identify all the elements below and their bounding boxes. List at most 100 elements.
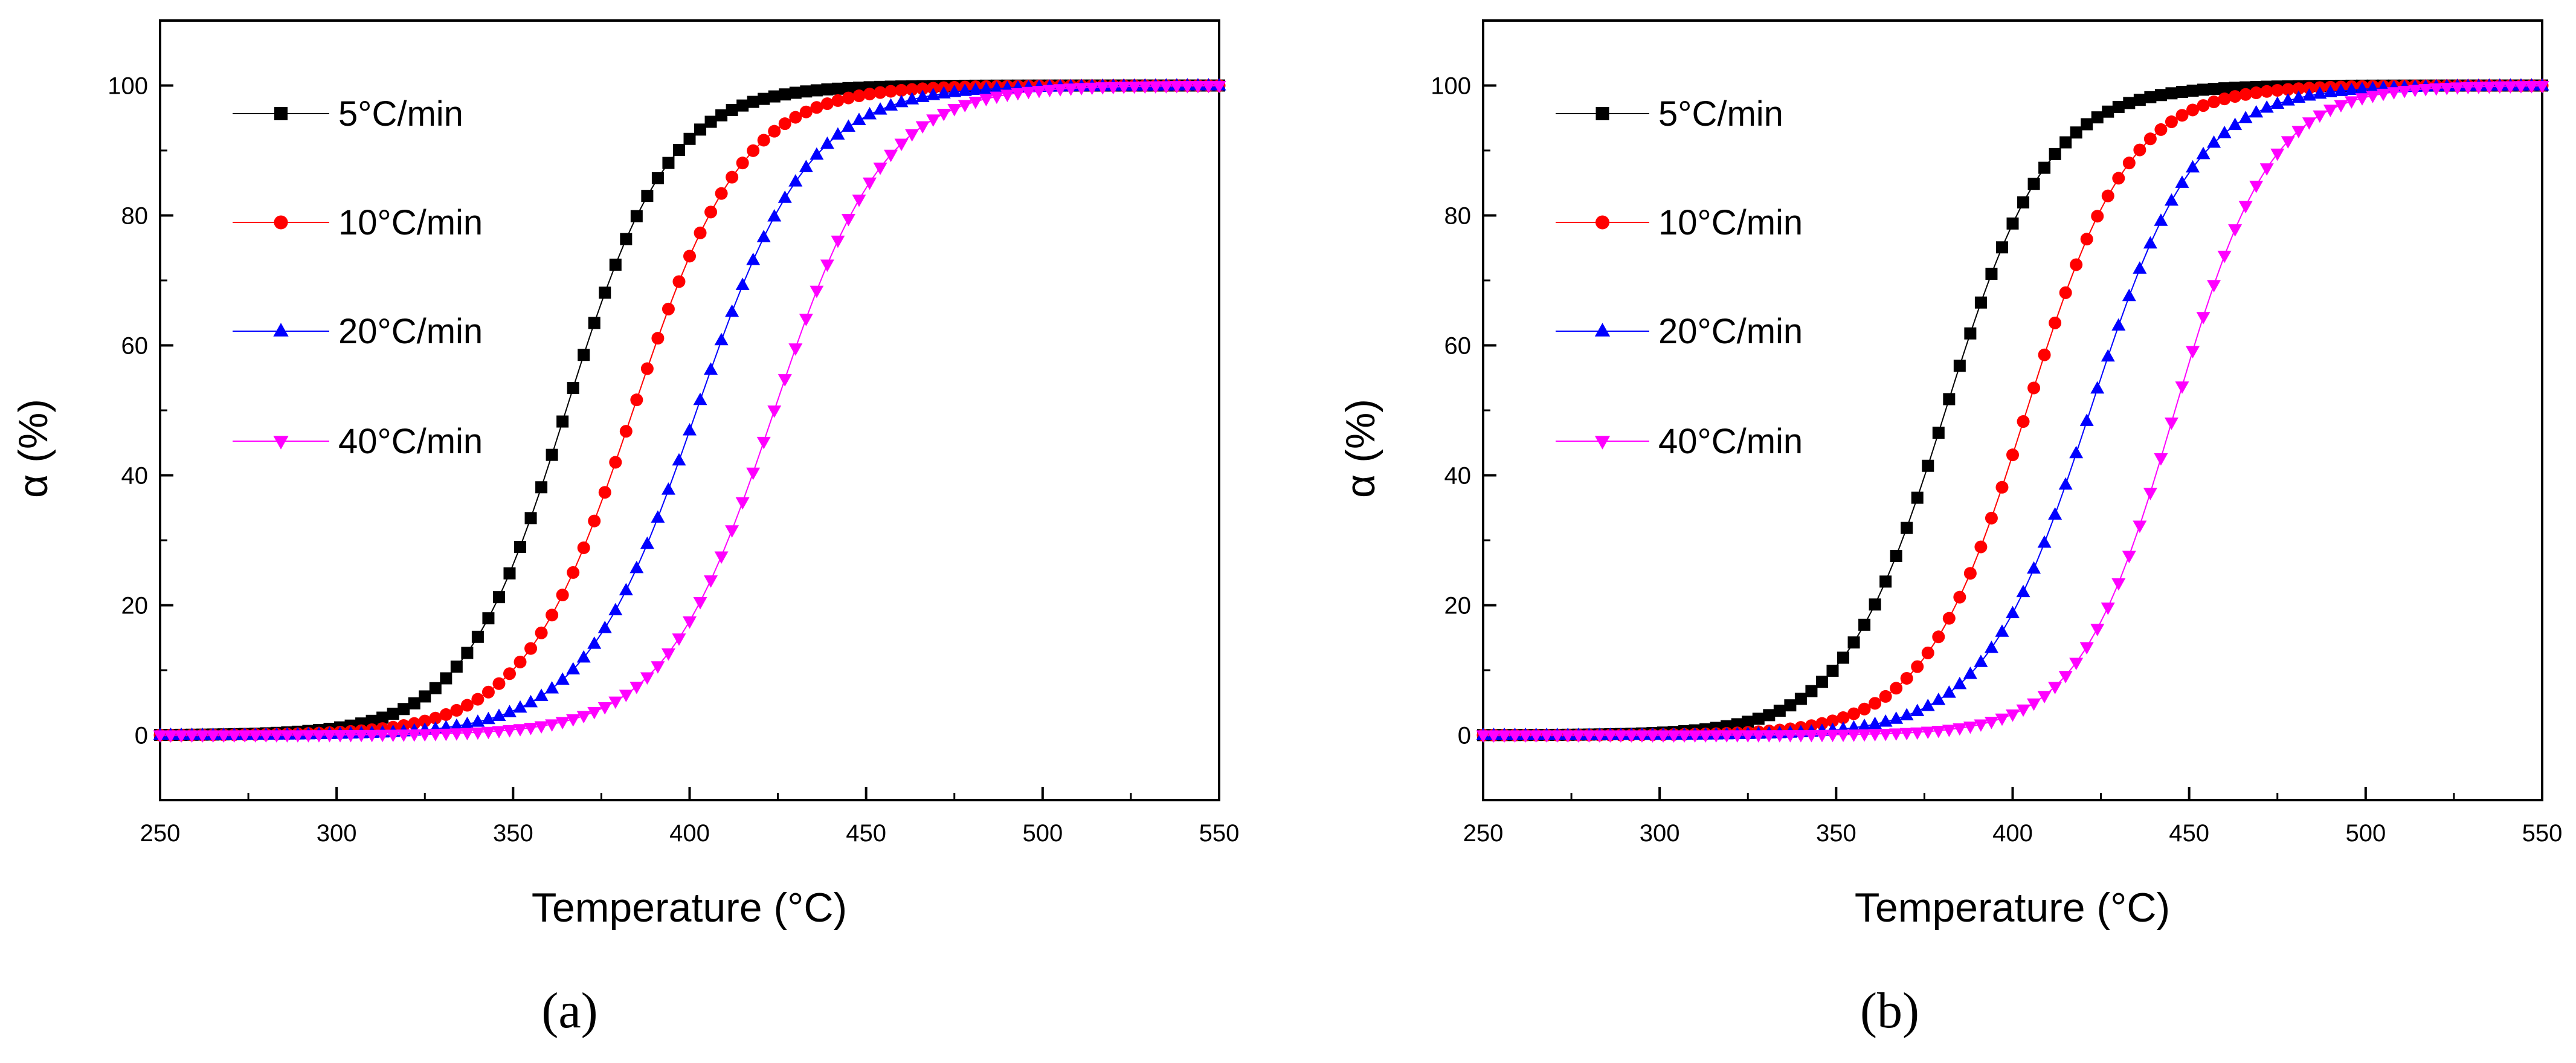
data-point (471, 630, 484, 643)
data-point (2270, 96, 2285, 109)
data-point (2439, 83, 2454, 95)
data-point (2133, 94, 2146, 106)
data-point (2006, 217, 2019, 230)
data-point (513, 700, 527, 713)
data-point (831, 127, 845, 140)
data-point (683, 132, 696, 145)
data-point (450, 703, 463, 717)
data-point (799, 105, 813, 118)
data-point (1953, 590, 1966, 604)
data-point (820, 259, 834, 272)
data-point (2291, 126, 2306, 138)
data-point (2069, 658, 2084, 670)
data-point (1476, 730, 1490, 743)
data-point (1752, 712, 1765, 725)
data-point (2101, 349, 2115, 362)
data-point (2123, 97, 2136, 109)
data-point (566, 714, 581, 727)
data-point (630, 393, 643, 407)
data-point (2418, 84, 2433, 97)
data-point (2461, 82, 2475, 95)
data-point (831, 82, 844, 95)
data-point (1869, 598, 1881, 611)
data-point (1974, 540, 1988, 554)
data-point (407, 729, 422, 742)
y-tick-label: 100 (1431, 73, 1471, 100)
data-point (630, 210, 643, 222)
data-point (2302, 88, 2316, 101)
series-layer (153, 78, 1226, 743)
data-point (2450, 82, 2465, 95)
data-point (672, 275, 686, 288)
data-point (863, 107, 877, 120)
data-point (726, 170, 739, 184)
data-point (694, 226, 707, 239)
data-point (1857, 719, 1872, 731)
data-point (620, 233, 633, 245)
data-point (958, 100, 972, 113)
data-point (2387, 87, 2401, 100)
data-point (1984, 717, 1998, 729)
data-point (1932, 630, 1945, 644)
data-point (1995, 480, 2009, 494)
data-point (418, 714, 431, 728)
data-point (1847, 729, 1861, 742)
data-point (1837, 651, 1850, 664)
series-line (159, 85, 1219, 736)
data-point (735, 277, 750, 290)
data-point (598, 486, 611, 499)
data-point (387, 708, 399, 720)
data-point (714, 332, 729, 346)
data-point (831, 235, 845, 248)
x-tick-label: 300 (317, 820, 357, 847)
data-point (2334, 83, 2348, 96)
legend-label: 5°C/min (338, 94, 463, 134)
data-point (588, 514, 601, 528)
y-tick-label: 20 (1444, 593, 1472, 619)
data-point (567, 566, 580, 579)
data-point (1614, 730, 1628, 743)
data-point (2197, 83, 2210, 96)
data-point (2323, 85, 2337, 97)
data-point (641, 190, 654, 202)
data-point (259, 730, 273, 743)
data-point (683, 616, 697, 629)
x-tick-label: 500 (1022, 820, 1063, 847)
legend-label: 20°C/min (338, 312, 483, 351)
data-point (1985, 511, 1998, 525)
data-point (2079, 642, 2094, 655)
data-point (1719, 730, 1734, 743)
data-point (1740, 730, 1755, 743)
data-point (419, 690, 431, 703)
data-point (2090, 381, 2105, 394)
data-point (968, 97, 983, 109)
data-point (2112, 100, 2125, 113)
data-point (1074, 83, 1089, 95)
data-point (291, 730, 305, 743)
data-point (915, 89, 930, 102)
data-point (481, 685, 495, 699)
data-point (2058, 477, 2073, 490)
data-point (471, 693, 485, 706)
data-point (863, 177, 877, 190)
data-point (915, 121, 930, 134)
data-point (2249, 105, 2264, 118)
data-point (1858, 702, 1871, 716)
data-point (609, 456, 622, 469)
axis-ticks: 250 300 350 400 450 500 550 0 20 40 60 80 100 (108, 73, 1239, 847)
data-point (2535, 80, 2549, 94)
data-point (2493, 81, 2507, 94)
data-point (651, 332, 665, 345)
data-point (704, 115, 717, 128)
data-point (535, 481, 548, 494)
data-point (2376, 88, 2391, 102)
data-point (2344, 96, 2359, 109)
x-axis-title: Temperature (°C) (1855, 885, 2170, 931)
data-point (492, 708, 506, 721)
data-point (1688, 730, 1702, 743)
data-point (1942, 685, 1956, 698)
data-point (460, 699, 474, 712)
data-point (545, 719, 559, 732)
series-line (160, 85, 1219, 736)
data-point (2059, 286, 2072, 299)
